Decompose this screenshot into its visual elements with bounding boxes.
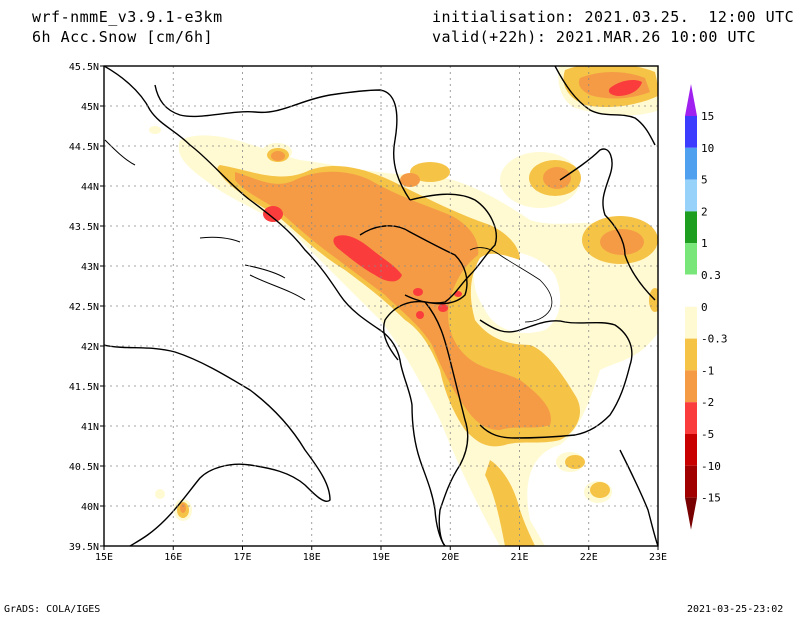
lat-label: 45N [81, 102, 99, 113]
model-title: wrf-nmmE_v3.9.1-e3km [32, 8, 223, 26]
legend-swatch [685, 147, 697, 180]
lon-label: 15E [95, 552, 113, 563]
valid-time: valid(+22h): 2021.MAR.26 10:00 UTC [432, 28, 757, 46]
field-title: 6h Acc.Snow [cm/6h] [32, 28, 214, 46]
legend-arrow-bottom [685, 497, 697, 530]
legend-swatch [685, 243, 697, 275]
lat-label: 39.5N [69, 542, 99, 553]
lon-label: 22E [580, 552, 598, 563]
legend-arrow-top [685, 84, 697, 116]
lat-tick-labels: 45.5N 45N 44.5N 44N 43.5N 43N 42.5N 42N 41.5N 41N… [69, 62, 104, 553]
kosovo-border [469, 247, 553, 323]
lat-label: 41N [81, 422, 99, 433]
lon-label: 20E [441, 552, 459, 563]
lat-label: 44N [81, 182, 99, 193]
legend-swatch [685, 179, 697, 212]
legend-swatch [685, 370, 697, 403]
italy-coast [104, 344, 331, 546]
greece-border [619, 449, 658, 546]
legend-swatch [684, 274, 698, 308]
credit-left: GrADS: COLA/IGES [4, 604, 101, 615]
legend-label: 0 [701, 301, 708, 314]
lat-label: 40.5N [69, 462, 99, 473]
snow-free-basin [473, 250, 561, 334]
legend-swatch [685, 306, 697, 339]
legend-label: -10 [701, 460, 721, 473]
albania-east-border [424, 301, 469, 546]
lon-label: 21E [510, 552, 528, 563]
legend-swatch [685, 434, 697, 466]
legend-label: 2 [701, 205, 708, 218]
lat-label: 45.5N [69, 62, 99, 73]
color-legend: 15 10 5 2 1 0.3 0 -0.3 -1 -2 -5 -10 -15 [684, 84, 728, 530]
snow-very-heavy-layer [263, 80, 642, 319]
snow-field [149, 66, 658, 546]
legend-swatch [685, 338, 697, 371]
island-4 [249, 274, 306, 301]
legend-label: 10 [701, 142, 714, 155]
legend-label: 5 [701, 174, 708, 187]
lon-label: 18E [303, 552, 321, 563]
lat-label: 44.5N [69, 142, 99, 153]
lon-label: 17E [233, 552, 251, 563]
legend-swatch [685, 465, 697, 498]
lon-label: 23E [649, 552, 667, 563]
lat-label: 40N [81, 502, 99, 513]
legend-swatch [685, 116, 697, 148]
lon-tick-labels: 15E 16E 17E 18E 19E 20E 21E 22E 23E [95, 546, 667, 563]
lon-label: 19E [372, 552, 390, 563]
romania-border [554, 66, 656, 146]
legend-label: -2 [701, 396, 714, 409]
legend-swatch [685, 402, 697, 434]
legend-label: -5 [701, 428, 714, 441]
legend-label: 0.3 [701, 269, 721, 282]
lat-label: 42.5N [69, 302, 99, 313]
bulgaria-border [559, 148, 656, 301]
legend-label: -1 [701, 364, 714, 377]
island-2 [199, 236, 241, 243]
adriatic-east-coast [104, 66, 446, 546]
lon-label: 16E [164, 552, 182, 563]
island-1 [104, 139, 136, 166]
legend-swatch [685, 211, 697, 244]
legend-label: -0.3 [701, 333, 728, 346]
coastlines-borders [104, 66, 658, 546]
lat-label: 43.5N [69, 222, 99, 233]
legend-label: -15 [701, 492, 721, 505]
lat-label: 41.5N [69, 382, 99, 393]
legend-label: 1 [701, 237, 708, 250]
legend-label: 15 [701, 110, 714, 123]
timestamp-right: 2021-03-25-23:02 [687, 604, 784, 615]
macedonia-border [479, 319, 633, 439]
montenegro-border [359, 225, 468, 361]
serbia-montenegro-border [404, 193, 497, 304]
croatia-border [154, 84, 411, 201]
lat-label: 43N [81, 262, 99, 273]
init-time: initialisation: 2021.03.25. 12:00 UTC [432, 8, 795, 26]
lat-label: 42N [81, 342, 99, 353]
gridlines [104, 66, 658, 546]
